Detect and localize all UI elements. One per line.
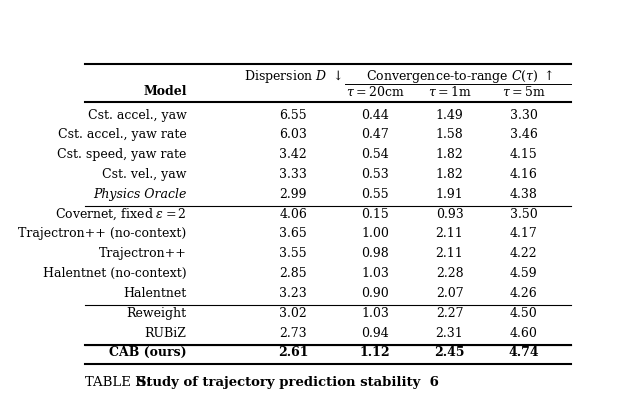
Text: 4.16: 4.16: [510, 168, 538, 181]
Text: 6.03: 6.03: [279, 128, 307, 142]
Text: Cst. accel., yaw rate: Cst. accel., yaw rate: [58, 128, 187, 142]
Text: 2.61: 2.61: [278, 347, 308, 359]
Text: 2.07: 2.07: [436, 287, 463, 300]
Text: 0.93: 0.93: [436, 208, 463, 221]
Text: 4.60: 4.60: [510, 327, 538, 339]
Text: 0.15: 0.15: [361, 208, 389, 221]
Text: 4.15: 4.15: [510, 148, 538, 161]
Text: Cst. vel., yaw: Cst. vel., yaw: [102, 168, 187, 181]
Text: 2.27: 2.27: [436, 307, 463, 320]
Text: 2.45: 2.45: [435, 347, 465, 359]
Text: RUBiZ: RUBiZ: [145, 327, 187, 339]
Text: 1.49: 1.49: [436, 109, 463, 122]
Text: 1.12: 1.12: [360, 347, 390, 359]
Text: 2.99: 2.99: [280, 188, 307, 201]
Text: 0.55: 0.55: [362, 188, 389, 201]
Text: 3.30: 3.30: [510, 109, 538, 122]
Text: Cst. speed, yaw rate: Cst. speed, yaw rate: [57, 148, 187, 161]
Text: 6.55: 6.55: [280, 109, 307, 122]
Text: 2.11: 2.11: [436, 247, 463, 260]
Text: 1.82: 1.82: [436, 148, 463, 161]
Text: 4.38: 4.38: [510, 188, 538, 201]
Text: 0.98: 0.98: [361, 247, 389, 260]
Text: Covernet, fixed $\epsilon = 2$: Covernet, fixed $\epsilon = 2$: [55, 206, 187, 222]
Text: 0.47: 0.47: [361, 128, 389, 142]
Text: 3.33: 3.33: [279, 168, 307, 181]
Text: Study of trajectory prediction stability  6: Study of trajectory prediction stability…: [137, 376, 439, 389]
Text: Halentnet (no-context): Halentnet (no-context): [43, 267, 187, 280]
Text: Dispersion $D$ $\downarrow$: Dispersion $D$ $\downarrow$: [244, 68, 342, 85]
Text: 2.11: 2.11: [436, 227, 463, 240]
Text: 3.55: 3.55: [280, 247, 307, 260]
Text: 3.23: 3.23: [280, 287, 307, 300]
Text: TABLE II:: TABLE II:: [85, 376, 164, 389]
Text: 1.58: 1.58: [436, 128, 463, 142]
Text: 4.59: 4.59: [510, 267, 538, 280]
Text: 3.50: 3.50: [510, 208, 538, 221]
Text: 2.28: 2.28: [436, 267, 463, 280]
Text: Convergence-to-range $C(\tau)$ $\uparrow$: Convergence-to-range $C(\tau)$ $\uparrow…: [365, 68, 553, 85]
Text: 0.53: 0.53: [361, 168, 389, 181]
Text: 0.90: 0.90: [361, 287, 389, 300]
Text: 4.26: 4.26: [510, 287, 538, 300]
Text: 0.94: 0.94: [361, 327, 389, 339]
Text: 2.85: 2.85: [280, 267, 307, 280]
Text: Reweight: Reweight: [127, 307, 187, 320]
Text: 1.00: 1.00: [361, 227, 389, 240]
Text: 2.31: 2.31: [436, 327, 463, 339]
Text: 3.02: 3.02: [280, 307, 307, 320]
Text: 4.50: 4.50: [510, 307, 538, 320]
Text: 1.03: 1.03: [361, 267, 389, 280]
Text: 1.03: 1.03: [361, 307, 389, 320]
Text: 3.42: 3.42: [280, 148, 307, 161]
Text: 2.73: 2.73: [280, 327, 307, 339]
Text: 4.17: 4.17: [510, 227, 538, 240]
Text: Physics Oracle: Physics Oracle: [93, 188, 187, 201]
Text: 4.74: 4.74: [509, 347, 540, 359]
Text: CAB (ours): CAB (ours): [109, 347, 187, 359]
Text: 3.46: 3.46: [510, 128, 538, 142]
Text: $\tau = 20$cm: $\tau = 20$cm: [346, 85, 404, 99]
Text: 3.65: 3.65: [280, 227, 307, 240]
Text: 4.22: 4.22: [510, 247, 538, 260]
Text: $\tau = 1$m: $\tau = 1$m: [428, 85, 471, 99]
Text: Cst. accel., yaw: Cst. accel., yaw: [88, 109, 187, 122]
Text: 1.82: 1.82: [436, 168, 463, 181]
Text: 0.54: 0.54: [361, 148, 389, 161]
Text: 0.44: 0.44: [361, 109, 389, 122]
Text: Model: Model: [143, 85, 187, 98]
Text: Trajectron++: Trajectron++: [99, 247, 187, 260]
Text: $\tau = 5$m: $\tau = 5$m: [502, 85, 546, 99]
Text: 1.91: 1.91: [436, 188, 463, 201]
Text: Halentnet: Halentnet: [124, 287, 187, 300]
Text: Trajectron++ (no-context): Trajectron++ (no-context): [19, 227, 187, 240]
Text: 4.06: 4.06: [279, 208, 307, 221]
